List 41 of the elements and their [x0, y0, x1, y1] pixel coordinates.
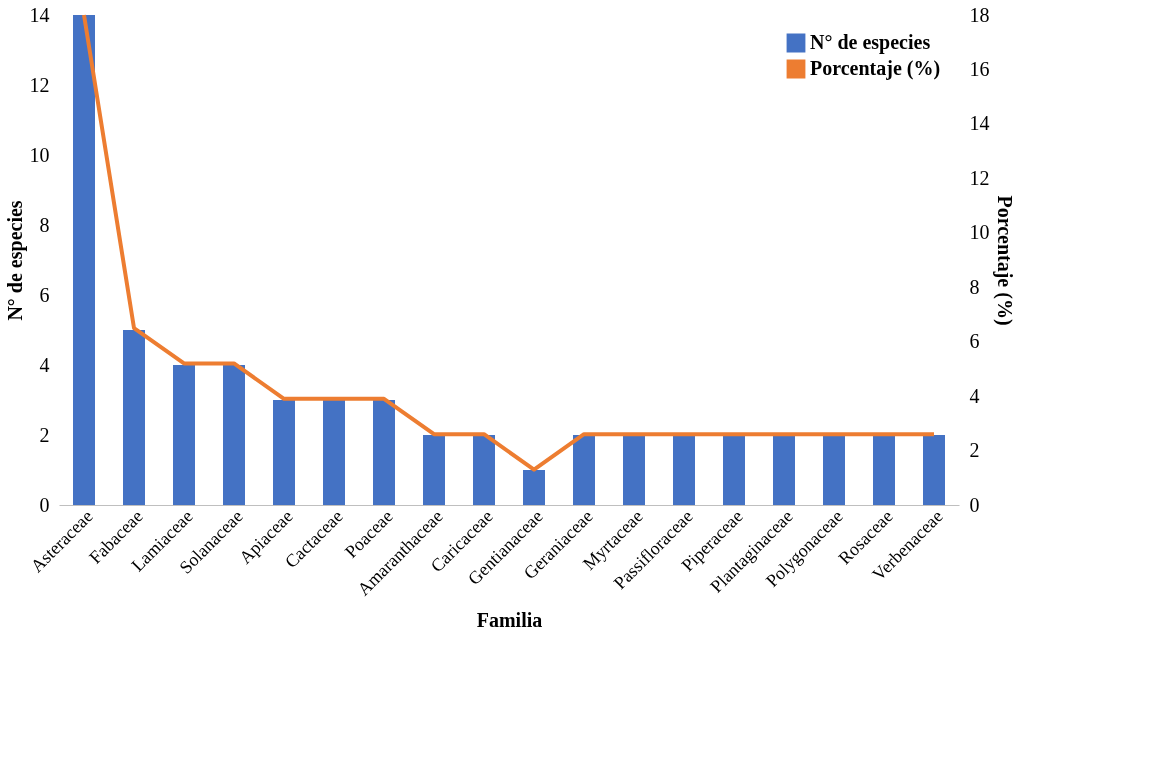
legend-label: N° de especies [810, 31, 931, 54]
legend-label: Porcentaje (%) [810, 57, 941, 80]
y2-tick-label: 0 [969, 493, 980, 516]
bar [723, 435, 745, 505]
bar [673, 435, 695, 505]
bar [123, 330, 145, 505]
y2-tick-label: 4 [969, 384, 980, 407]
bar [223, 365, 245, 505]
y-tick-label: 6 [39, 283, 50, 306]
y2-tick-label: 2 [969, 439, 980, 462]
y-axis-title: N° de especies [3, 200, 27, 321]
bar [773, 435, 795, 505]
y2-tick-label: 16 [969, 57, 990, 80]
y2-tick-label: 8 [969, 275, 980, 298]
bar [873, 435, 895, 505]
bar [323, 400, 345, 505]
bar [423, 435, 445, 505]
y2-tick-label: 12 [969, 166, 990, 189]
y-tick-label: 4 [39, 353, 50, 376]
y-tick-label: 14 [29, 3, 50, 26]
bar [573, 435, 595, 505]
y2-tick-label: 14 [969, 112, 990, 135]
y-tick-label: 0 [39, 493, 50, 516]
bar [923, 435, 945, 505]
bar [273, 400, 295, 505]
x-axis-title: Familia [476, 609, 543, 632]
bar [523, 470, 545, 505]
y-tick-label: 12 [29, 73, 50, 96]
bar [73, 15, 95, 505]
bar [373, 400, 395, 505]
y2-tick-label: 18 [969, 3, 990, 26]
y-tick-label: 10 [29, 143, 50, 166]
y2-tick-label: 6 [969, 330, 980, 353]
bar [173, 365, 195, 505]
y2-tick-label: 10 [969, 221, 990, 244]
y-tick-label: 2 [39, 423, 50, 446]
y2-axis-title: Porcentaje (%) [992, 195, 1016, 326]
bar [823, 435, 845, 505]
y-tick-label: 8 [39, 213, 50, 236]
bar [623, 435, 645, 505]
bar [473, 435, 495, 505]
